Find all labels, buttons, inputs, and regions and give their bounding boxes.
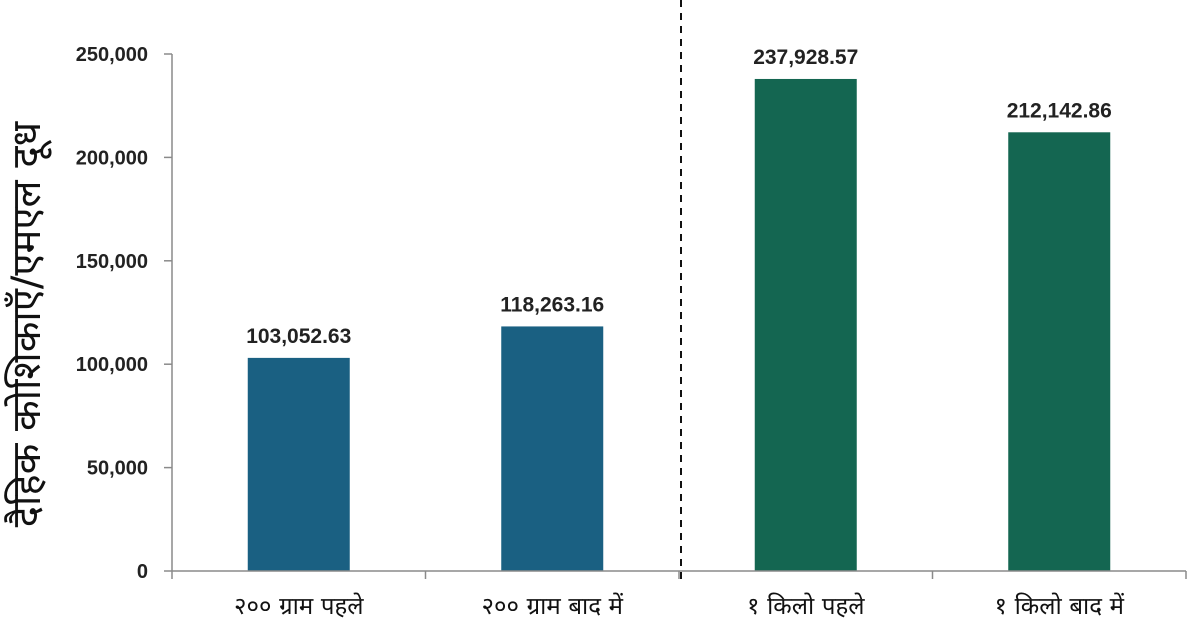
y-tick-label: 150,000	[76, 251, 148, 273]
bars	[247, 78, 1111, 571]
y-tick-label: 0	[137, 561, 148, 583]
bar	[1008, 132, 1111, 571]
y-axis-label: दैहिक कोशिकाएँ/एमएल दूध	[4, 120, 52, 527]
y-tick-label: 100,000	[76, 354, 148, 376]
data-labels: 103,052.63 118,263.16 237,928.57 212,142.86	[246, 46, 1112, 348]
bar-value-label: 212,142.86	[1007, 99, 1112, 122]
category-label: १ किलो पहले	[747, 592, 865, 620]
bar	[754, 78, 857, 571]
bar-value-label: 103,052.63	[246, 325, 351, 348]
category-labels: २०० ग्राम पहले २०० ग्राम बाद में १ किलो पह…	[234, 592, 1125, 620]
bar-value-label: 237,928.57	[753, 46, 858, 69]
bar	[247, 357, 350, 571]
bar-value-label: 118,263.16	[500, 293, 604, 316]
y-tick-label: 250,000	[76, 44, 148, 66]
category-label: २०० ग्राम पहले	[234, 592, 364, 620]
category-label: २०० ग्राम बाद में	[482, 592, 624, 620]
y-tick-label: 50,000	[87, 458, 148, 480]
y-axis-ticks: 0 50,000 100,000 150,000 200,000 250,000	[76, 44, 172, 583]
category-label: १ किलो बाद में	[994, 592, 1124, 620]
x-axis-ticks	[171, 571, 1187, 579]
y-tick-label: 200,000	[76, 147, 148, 169]
bar	[501, 326, 604, 571]
